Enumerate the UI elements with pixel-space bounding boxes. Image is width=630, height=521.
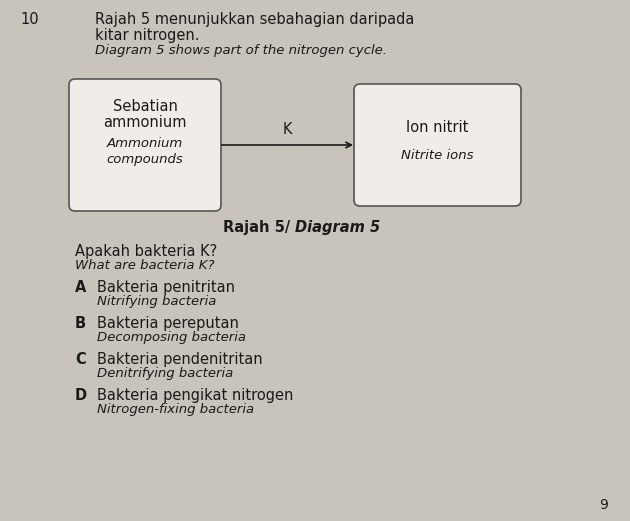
Text: D: D	[75, 388, 87, 403]
Text: Apakah bakteria K?: Apakah bakteria K?	[75, 244, 217, 259]
Text: C: C	[75, 352, 86, 367]
Text: Denitrifying bacteria: Denitrifying bacteria	[97, 367, 233, 380]
Text: Diagram 5: Diagram 5	[295, 220, 380, 235]
Text: 10: 10	[20, 12, 38, 27]
Text: Nitrogen-fixing bacteria: Nitrogen-fixing bacteria	[97, 403, 254, 416]
Text: Rajah 5 menunjukkan sebahagian daripada: Rajah 5 menunjukkan sebahagian daripada	[95, 12, 415, 27]
Text: kitar nitrogen.: kitar nitrogen.	[95, 28, 200, 43]
Text: 9: 9	[599, 498, 608, 512]
Text: Ion nitrit: Ion nitrit	[406, 120, 469, 135]
Text: Ammonium: Ammonium	[107, 137, 183, 150]
Text: Bakteria pengikat nitrogen: Bakteria pengikat nitrogen	[97, 388, 294, 403]
Text: Nitrifying bacteria: Nitrifying bacteria	[97, 295, 216, 308]
Text: Rajah 5/: Rajah 5/	[222, 220, 295, 235]
Text: compounds: compounds	[106, 153, 183, 166]
Text: Bakteria pereputan: Bakteria pereputan	[97, 316, 239, 331]
FancyBboxPatch shape	[354, 84, 521, 206]
Text: Decomposing bacteria: Decomposing bacteria	[97, 331, 246, 344]
Text: Bakteria penitritan: Bakteria penitritan	[97, 280, 235, 295]
FancyBboxPatch shape	[69, 79, 221, 211]
Text: What are bacteria K?: What are bacteria K?	[75, 259, 214, 272]
Text: Nitrite ions: Nitrite ions	[401, 149, 474, 162]
Text: K: K	[283, 122, 292, 137]
Text: ammonium: ammonium	[103, 115, 186, 130]
Text: Bakteria pendenitritan: Bakteria pendenitritan	[97, 352, 263, 367]
Text: Diagram 5 shows part of the nitrogen cycle.: Diagram 5 shows part of the nitrogen cyc…	[95, 44, 387, 57]
Text: B: B	[75, 316, 86, 331]
Text: Sebatian: Sebatian	[113, 99, 178, 114]
Text: A: A	[75, 280, 86, 295]
